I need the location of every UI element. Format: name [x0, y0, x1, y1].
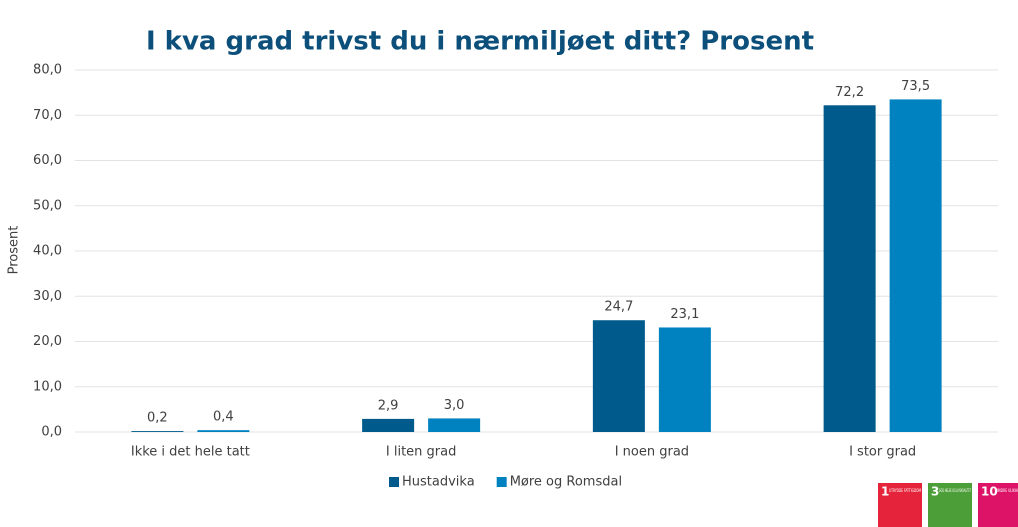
- value-label: 24,7: [604, 300, 633, 315]
- legend-label: Hustadvika: [402, 475, 475, 490]
- value-label: 73,5: [901, 79, 930, 94]
- value-label: 2,9: [378, 398, 399, 413]
- y-tick-label: 60,0: [33, 153, 62, 168]
- y-tick-label: 10,0: [33, 379, 62, 394]
- value-label: 0,2: [147, 411, 168, 426]
- sdg-label: UTRYDDE FATTIGDOM: [889, 488, 921, 493]
- bar: [197, 430, 250, 432]
- x-tick-label: I noen grad: [615, 445, 689, 460]
- bar: [592, 320, 645, 432]
- bar: [362, 418, 415, 432]
- y-axis-label: Prosent: [7, 226, 22, 275]
- x-tick-label: Ikke i det hele tatt: [131, 445, 250, 460]
- bar: [131, 431, 184, 432]
- value-label: 0,4: [213, 410, 234, 425]
- y-tick-label: 0,0: [41, 425, 62, 440]
- value-label: 72,2: [835, 85, 864, 100]
- value-label: 23,1: [670, 307, 699, 322]
- y-tick-label: 80,0: [33, 63, 62, 78]
- sdg-icon: [878, 483, 922, 527]
- legend-swatch: [496, 477, 507, 487]
- legend-label: Møre og Romsdal: [510, 475, 622, 490]
- sdg-icon: [928, 483, 972, 527]
- bar: [428, 418, 481, 432]
- sdg-number: 10: [981, 485, 998, 499]
- bar: [658, 327, 711, 432]
- value-label: 3,0: [444, 398, 465, 413]
- chart-title: I kva grad trivst du i nærmiljøet ditt? …: [146, 27, 814, 57]
- x-tick-label: I liten grad: [386, 445, 456, 460]
- legend-swatch: [389, 477, 399, 487]
- y-tick-label: 50,0: [33, 198, 62, 213]
- sdg-label: GOD HELSE OG LIVSKVALITET: [939, 488, 971, 493]
- sdg-number: 3: [931, 485, 939, 499]
- bar: [823, 105, 876, 433]
- sdg-label: MINDRE ULIKHET: [995, 488, 1018, 493]
- bar: [889, 99, 942, 432]
- y-tick-label: 70,0: [33, 108, 62, 123]
- x-tick-label: I stor grad: [849, 445, 916, 460]
- sdg-icon: [978, 483, 1018, 527]
- sdg-number: 1: [881, 485, 889, 499]
- y-tick-label: 40,0: [33, 244, 62, 259]
- y-tick-label: 20,0: [33, 334, 62, 349]
- y-tick-label: 30,0: [33, 289, 62, 304]
